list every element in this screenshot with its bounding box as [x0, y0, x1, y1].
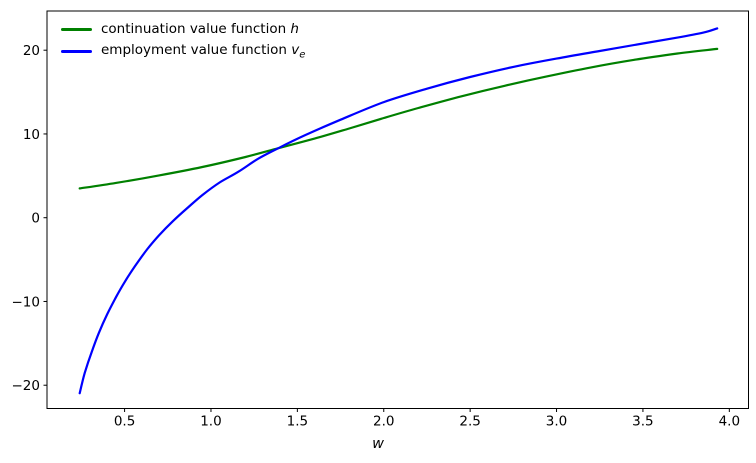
legend-entry-continuation-h: continuation value function h	[61, 18, 305, 40]
series-lines	[78, 27, 719, 395]
x-tick-label: 1.5	[287, 414, 308, 430]
x-tick-label: 2.5	[459, 414, 480, 430]
y-tick-label: −20	[12, 378, 41, 394]
y-tick-label: 10	[23, 127, 40, 143]
x-axis-label: w	[372, 436, 384, 452]
x-tick-label: 4.0	[719, 414, 740, 430]
legend-swatch-continuation-h	[61, 27, 92, 31]
x-tick-label: 3.0	[546, 414, 567, 430]
x-tick-label: 3.5	[632, 414, 653, 430]
legend-label-continuation-h: continuation value function	[101, 21, 291, 37]
legend-math-v: ve	[291, 41, 306, 61]
y-tick-label: 20	[23, 43, 40, 59]
x-tick-label: 1.0	[200, 414, 221, 430]
legend-swatch-employment-ve	[61, 49, 92, 53]
legend-entry-employment-ve: employment value function ve	[61, 40, 305, 62]
axis-ticks: 0.5 1.0 1.5 2.0 2.5 3.0 3.5 4.0 −20 −10 0 10 20	[12, 43, 741, 430]
legend: continuation value function h employment…	[61, 18, 305, 62]
legend-math-sub-e: e	[299, 49, 306, 61]
legend-math-h: h	[290, 21, 299, 37]
plot-border	[46, 10, 749, 409]
x-tick-label: 0.5	[114, 414, 135, 430]
x-tick-label: 2.0	[373, 414, 394, 430]
legend-label-employment-ve: employment value function	[101, 41, 292, 58]
series-line-continuation-h	[78, 47, 719, 190]
series-line-employment-ve	[78, 27, 719, 395]
y-tick-label: −10	[12, 294, 41, 310]
y-tick-label: 0	[31, 211, 40, 227]
